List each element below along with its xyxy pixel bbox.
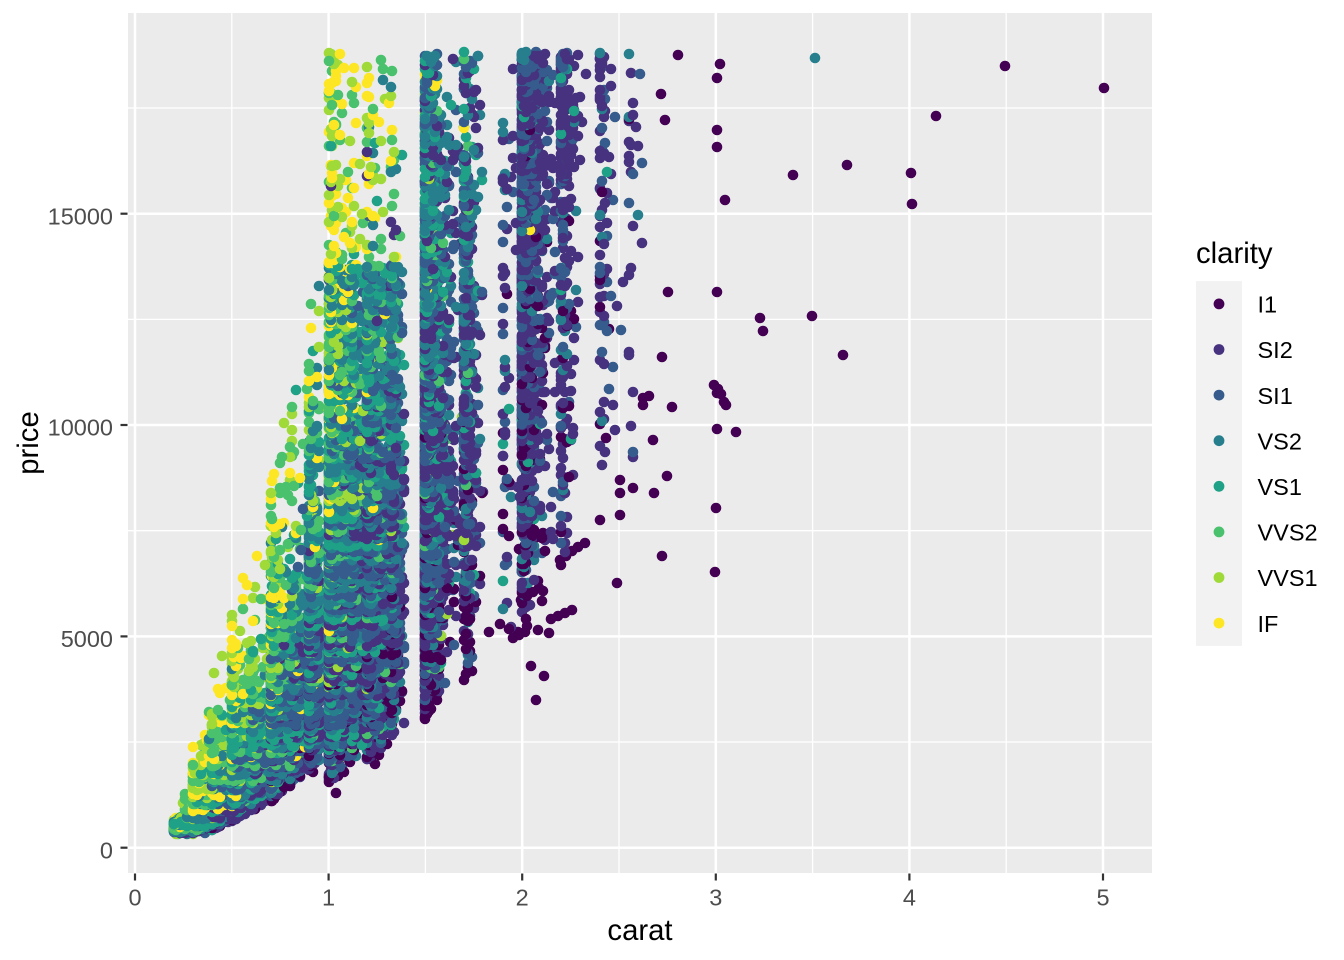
svg-text:IF: IF: [1258, 611, 1279, 637]
svg-text:4: 4: [903, 885, 916, 911]
svg-text:VS2: VS2: [1258, 428, 1302, 454]
svg-text:3: 3: [709, 885, 722, 911]
svg-text:VVS2: VVS2: [1258, 520, 1318, 546]
svg-text:VS1: VS1: [1258, 474, 1302, 500]
svg-text:2: 2: [516, 885, 529, 911]
svg-text:15000: 15000: [48, 203, 113, 229]
svg-text:0: 0: [128, 885, 141, 911]
svg-text:5000: 5000: [61, 626, 113, 652]
svg-text:I1: I1: [1258, 292, 1278, 318]
svg-text:SI2: SI2: [1258, 337, 1293, 363]
svg-text:10000: 10000: [48, 415, 113, 441]
svg-text:1: 1: [322, 885, 335, 911]
svg-text:SI1: SI1: [1258, 383, 1293, 409]
svg-text:5: 5: [1096, 885, 1109, 911]
svg-text:0: 0: [100, 837, 113, 863]
svg-text:clarity: clarity: [1196, 237, 1273, 270]
svg-text:price: price: [12, 411, 45, 475]
svg-text:VVS1: VVS1: [1258, 565, 1318, 591]
svg-text:carat: carat: [607, 914, 672, 947]
